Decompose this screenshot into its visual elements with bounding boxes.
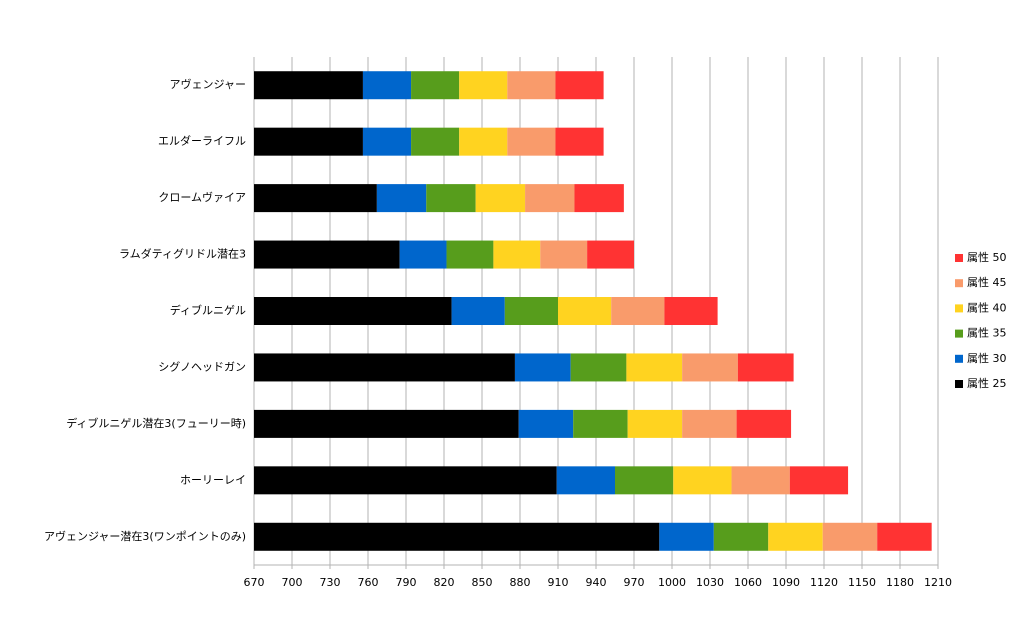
x-tick-label: 760 bbox=[358, 576, 379, 589]
bar-segment bbox=[254, 522, 660, 551]
bar-segment bbox=[626, 353, 683, 382]
bar-segment bbox=[731, 466, 790, 495]
bar-segment bbox=[789, 466, 849, 495]
y-tick-label: シグノヘッドガン bbox=[158, 359, 246, 373]
y-tick-label: ホーリーレイ bbox=[180, 473, 246, 486]
bar-segment bbox=[682, 409, 737, 438]
bar-segment bbox=[376, 184, 427, 213]
bar-segment bbox=[682, 353, 738, 382]
bar-segment bbox=[673, 466, 732, 495]
legend-swatch bbox=[955, 354, 963, 363]
legend-label: 属性 50 bbox=[967, 250, 1007, 264]
legend-label: 属性 25 bbox=[967, 376, 1007, 390]
bar-segment bbox=[555, 71, 604, 100]
bar-segment bbox=[737, 353, 794, 382]
y-tick-label: エルダーライフル bbox=[158, 134, 246, 148]
bar-segment bbox=[254, 240, 400, 269]
bar-segment bbox=[411, 127, 460, 156]
y-tick-label: アヴェンジャー潜在3(ワンポイントのみ) bbox=[44, 529, 246, 543]
bar-segment bbox=[426, 184, 476, 213]
x-tick-label: 700 bbox=[282, 576, 303, 589]
bar-segment bbox=[507, 71, 556, 100]
y-tick-label: アヴェンジャー bbox=[170, 77, 246, 91]
x-tick-label: 790 bbox=[396, 576, 417, 589]
x-tick-label: 940 bbox=[586, 576, 607, 589]
bar-segment bbox=[587, 240, 634, 269]
bar-segment bbox=[362, 127, 412, 156]
bar-segment bbox=[611, 297, 665, 325]
bar-segment bbox=[254, 127, 363, 156]
bar-segment bbox=[507, 127, 556, 156]
x-tick-label: 820 bbox=[434, 576, 455, 589]
bar-segment bbox=[254, 184, 377, 213]
x-tick-label: 1180 bbox=[886, 576, 914, 589]
bar-segment bbox=[493, 240, 541, 269]
bar-segment bbox=[446, 240, 494, 269]
bar-segment bbox=[451, 297, 505, 325]
bar-segment bbox=[558, 297, 612, 325]
x-tick-label: 1210 bbox=[924, 576, 952, 589]
legend-label: 属性 40 bbox=[967, 300, 1007, 314]
bar-segment bbox=[736, 409, 792, 438]
legend-swatch bbox=[955, 254, 963, 262]
bar-segment bbox=[459, 127, 508, 156]
bar-segment bbox=[525, 184, 575, 213]
bar-segment bbox=[659, 522, 714, 551]
x-tick-label: 670 bbox=[244, 576, 265, 589]
bar-segment bbox=[254, 466, 557, 495]
y-tick-label: ラムダティグリドル潜在3 bbox=[119, 247, 246, 261]
x-tick-label: 1120 bbox=[810, 576, 838, 589]
y-tick-label: クロームヴァイア bbox=[158, 190, 246, 204]
bar-segment bbox=[664, 297, 718, 325]
bar-segment bbox=[254, 353, 515, 382]
bar-segment bbox=[411, 71, 460, 100]
x-tick-label: 970 bbox=[624, 576, 645, 589]
bar-segment bbox=[540, 240, 588, 269]
bar-segment bbox=[768, 522, 823, 551]
legend-label: 属性 30 bbox=[967, 351, 1007, 365]
bar-segment bbox=[615, 466, 674, 495]
x-tick-label: 1150 bbox=[848, 576, 876, 589]
bar-segment bbox=[518, 409, 574, 438]
legend-swatch bbox=[955, 279, 963, 288]
bar-segment bbox=[574, 184, 624, 213]
bar-segment bbox=[877, 522, 932, 551]
bar-segment bbox=[514, 353, 571, 382]
legend-label: 属性 45 bbox=[967, 275, 1007, 289]
bar-segment bbox=[822, 522, 878, 551]
bar-segment bbox=[570, 353, 627, 382]
x-tick-label: 850 bbox=[472, 576, 493, 589]
legend-swatch bbox=[955, 329, 963, 338]
bar-segment bbox=[254, 297, 452, 325]
x-tick-label: 730 bbox=[320, 576, 341, 589]
bar-segment bbox=[504, 297, 558, 325]
bar-segment bbox=[399, 240, 447, 269]
x-tick-label: 1030 bbox=[696, 576, 724, 589]
legend-swatch bbox=[955, 380, 963, 388]
x-tick-label: 1090 bbox=[772, 576, 800, 589]
bar-segment bbox=[573, 409, 628, 438]
bar-segment bbox=[627, 409, 683, 438]
y-tick-label: ディブルニゲル bbox=[170, 303, 246, 317]
bar-segment bbox=[555, 127, 604, 156]
bar-segment bbox=[254, 409, 519, 438]
bar-segment bbox=[475, 184, 526, 213]
bar-segment bbox=[713, 522, 769, 551]
bar-segment bbox=[362, 71, 412, 100]
legend-swatch bbox=[955, 304, 963, 313]
x-tick-label: 880 bbox=[510, 576, 531, 589]
legend-label: 属性 35 bbox=[967, 326, 1007, 340]
bar-segment bbox=[254, 71, 363, 100]
x-tick-label: 1060 bbox=[734, 576, 762, 589]
bar-segment bbox=[556, 466, 615, 495]
x-tick-label: 910 bbox=[548, 576, 569, 589]
y-tick-label: ディブルニゲル潜在3(フューリー時) bbox=[66, 416, 246, 430]
bar-segment bbox=[459, 71, 508, 100]
x-tick-label: 1000 bbox=[658, 576, 686, 589]
